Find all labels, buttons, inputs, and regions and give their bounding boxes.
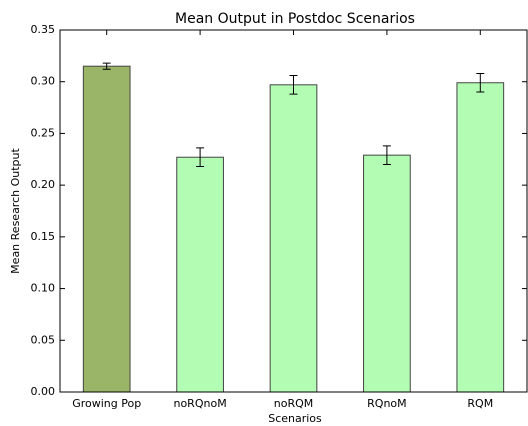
y-tick-label: 0.05 xyxy=(31,333,56,346)
y-tick-label: 0.15 xyxy=(31,230,56,243)
y-tick-label: 0.30 xyxy=(31,75,56,88)
bar xyxy=(82,65,131,393)
x-axis-label: Scenarios xyxy=(268,412,322,425)
x-tick-label: RQnoM xyxy=(367,397,407,410)
bar xyxy=(363,154,411,393)
bar xyxy=(176,156,224,393)
x-tick-label: RQM xyxy=(467,397,493,410)
bar xyxy=(456,82,505,393)
x-tick-label: noRQnoM xyxy=(173,397,226,410)
error-bar xyxy=(196,147,205,168)
y-tick-label: 0.35 xyxy=(31,23,56,36)
y-tick-label: 0.20 xyxy=(31,178,56,191)
x-tick-label: Growing Pop xyxy=(72,397,141,410)
x-tick-label: noRQM xyxy=(274,397,314,410)
y-tick-label: 0.25 xyxy=(31,126,56,139)
y-tick-label: 0.00 xyxy=(31,385,56,398)
error-bar xyxy=(102,62,111,70)
error-bar xyxy=(476,72,485,93)
y-tick-label: 0.10 xyxy=(31,282,56,295)
error-bar xyxy=(289,75,298,95)
plot-frame xyxy=(59,29,528,393)
bar xyxy=(269,84,318,393)
error-bar xyxy=(382,145,391,165)
y-axis-label: Mean Research Output xyxy=(9,148,22,274)
chart-title: Mean Output in Postdoc Scenarios xyxy=(175,11,415,27)
